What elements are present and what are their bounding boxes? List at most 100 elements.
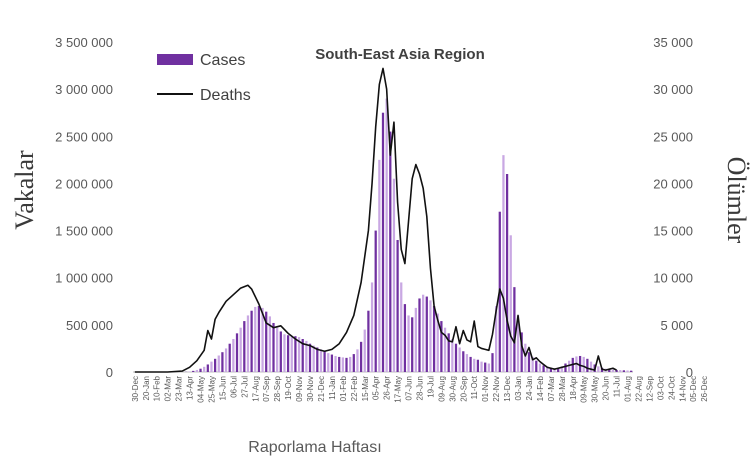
x-tick-label: 26-Apr bbox=[383, 376, 392, 400]
cases-bar bbox=[403, 304, 407, 372]
cases-bar bbox=[279, 331, 282, 372]
cases-bar bbox=[582, 356, 585, 372]
cases-bar bbox=[195, 369, 198, 372]
x-tick-label: 09-Nov bbox=[295, 376, 304, 402]
cases-bar bbox=[276, 327, 279, 372]
x-tick-label: 09-May bbox=[580, 376, 589, 403]
x-tick-label: 05-Apr bbox=[372, 376, 381, 400]
cases-bar bbox=[454, 343, 458, 372]
y-tick-label: 1 500 000 bbox=[55, 224, 113, 239]
legend: Cases Deaths bbox=[157, 52, 251, 104]
cases-bar bbox=[352, 354, 355, 372]
cases-bar bbox=[400, 282, 403, 372]
y2-axis-title: Ölümler bbox=[722, 157, 751, 244]
x-tick-label: 20-Jan bbox=[142, 376, 151, 400]
legend-cases-label: Cases bbox=[200, 52, 245, 69]
x-tick-label: 27-Jul bbox=[240, 376, 249, 398]
cases-bar bbox=[308, 343, 312, 372]
x-tick-label: 03-Oct bbox=[656, 375, 665, 400]
cases-bar bbox=[257, 306, 261, 372]
cases-bar bbox=[535, 360, 538, 372]
y2-tick-label: 30 000 bbox=[653, 82, 693, 97]
x-tick-label: 11-Jan bbox=[328, 376, 337, 400]
cases-bar bbox=[381, 112, 385, 373]
cases-bar bbox=[531, 356, 534, 372]
cases-bar bbox=[560, 366, 563, 372]
cases-bar bbox=[611, 369, 615, 372]
cases-bar bbox=[586, 358, 589, 372]
cases-bar bbox=[462, 351, 465, 372]
right-axis-ticks: 0 5 000 10 000 15 000 20 000 25 000 30 000 35 0… bbox=[653, 35, 693, 380]
cases-bars bbox=[184, 98, 633, 373]
cases-bar bbox=[389, 131, 392, 372]
cases-bar bbox=[254, 306, 257, 372]
cases-bar bbox=[630, 370, 633, 372]
x-tick-label: 24-Jan bbox=[525, 376, 534, 400]
cases-bar bbox=[203, 366, 206, 372]
cases-bar bbox=[451, 339, 454, 372]
cases-bar bbox=[553, 368, 556, 372]
cases-bar bbox=[319, 349, 323, 372]
cases-bar bbox=[546, 366, 549, 372]
cases-bar bbox=[297, 337, 301, 372]
cases-bar bbox=[378, 159, 381, 372]
x-tick-label: 07-Mar bbox=[547, 376, 556, 402]
x-tick-label: 28-Sep bbox=[273, 375, 282, 401]
x-tick-label: 25-May bbox=[207, 376, 216, 403]
x-tick-label: 20-Sep bbox=[459, 375, 468, 401]
x-tick-label: 14-Feb bbox=[536, 375, 545, 401]
cases-bar bbox=[495, 306, 498, 372]
cases-bar bbox=[286, 335, 290, 372]
cases-bar bbox=[246, 315, 250, 372]
cases-bar bbox=[538, 363, 542, 372]
cases-bar bbox=[476, 359, 480, 372]
cases-bar bbox=[290, 336, 293, 372]
cases-bar bbox=[557, 368, 560, 372]
legend-cases-swatch bbox=[157, 54, 193, 65]
cases-bar bbox=[243, 321, 246, 372]
x-tick-label: 11-Jul bbox=[613, 376, 622, 397]
cases-bar bbox=[301, 339, 304, 372]
cases-bar bbox=[520, 332, 523, 372]
cases-bar bbox=[622, 370, 625, 372]
cases-bar bbox=[578, 355, 582, 372]
x-tick-label: 10-Feb bbox=[153, 375, 162, 401]
cases-bar bbox=[458, 347, 461, 372]
cases-bar bbox=[334, 355, 337, 372]
deaths-line bbox=[134, 67, 617, 373]
cases-bar bbox=[232, 339, 235, 372]
x-tick-label: 11-Oct bbox=[470, 375, 479, 399]
x-tick-label: 03-Jan bbox=[514, 376, 523, 400]
cases-bar bbox=[429, 300, 432, 372]
cases-bar bbox=[235, 333, 239, 372]
y-tick-label: 1 000 000 bbox=[55, 271, 113, 286]
cases-bar bbox=[294, 336, 297, 372]
cases-bar bbox=[272, 322, 275, 372]
cases-bar bbox=[549, 367, 553, 372]
cases-bar bbox=[385, 98, 388, 372]
cases-bar bbox=[261, 307, 264, 372]
x-tick-label: 13-Dec bbox=[503, 376, 512, 402]
cases-bar bbox=[509, 235, 512, 372]
y2-tick-label: 10 000 bbox=[653, 271, 693, 286]
cases-bar bbox=[210, 361, 213, 372]
x-tick-label: 01-Aug bbox=[624, 376, 633, 402]
x-tick-label: 24-Oct bbox=[667, 375, 676, 400]
cases-bar bbox=[615, 369, 618, 372]
x-tick-label: 22-Feb bbox=[350, 375, 359, 401]
cases-bar bbox=[349, 356, 352, 372]
cases-bar bbox=[418, 298, 421, 372]
legend-deaths-label: Deaths bbox=[200, 87, 251, 104]
cases-bar bbox=[221, 352, 224, 372]
y-tick-label: 500 000 bbox=[66, 318, 113, 333]
x-tick-label: 30-Nov bbox=[306, 376, 315, 402]
cases-bar bbox=[367, 310, 370, 372]
x-tick-label: 30-Aug bbox=[448, 376, 457, 402]
cases-bar bbox=[265, 311, 268, 372]
cases-bar bbox=[487, 363, 490, 372]
y2-tick-label: 35 000 bbox=[653, 35, 693, 50]
cases-bar bbox=[228, 343, 231, 372]
y2-tick-label: 20 000 bbox=[653, 176, 693, 191]
cases-bar bbox=[568, 360, 571, 372]
cases-bar bbox=[443, 327, 447, 372]
